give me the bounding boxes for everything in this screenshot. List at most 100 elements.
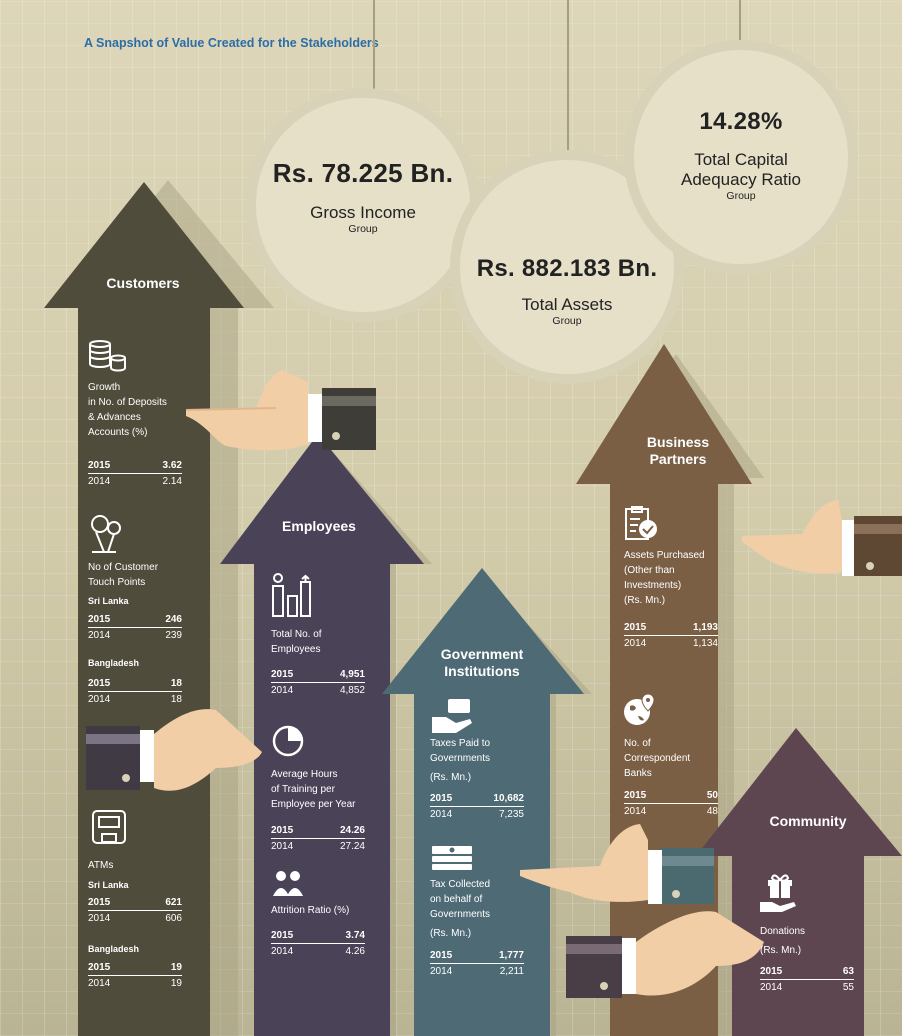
page-title: A Snapshot of Value Created for the Stak… [84, 36, 379, 50]
stat-value: 48 [706, 806, 718, 817]
employees-icon [272, 573, 311, 617]
year-label: 2015 [271, 825, 294, 836]
training-label-line: Average Hours [271, 769, 338, 780]
year-label: 2015 [88, 897, 111, 908]
training-label-line: of Training per [271, 784, 335, 795]
assets-label-line: Investments) [624, 580, 682, 591]
car-label-2: Adequacy Ratio [680, 170, 802, 189]
government-title: Government Institutions [414, 646, 550, 680]
gross-income-sub: Group [348, 223, 378, 235]
training-label-line: Employee per Year [271, 799, 356, 810]
total-assets-value: Rs. 882.183 Bn. [476, 255, 658, 282]
year-label: 2014 [271, 841, 294, 852]
atms-label: ATMs [88, 860, 114, 871]
car-sub: Group [726, 190, 756, 202]
touch-label-line: Touch Points [88, 577, 146, 588]
correspondent-banks-label: No. of Correspondent Banks [624, 736, 690, 781]
donations-stats: 2015 63 2014 55 [760, 964, 854, 995]
assets-label-line: (Rs. Mn.) [624, 595, 666, 606]
deposits-label: Growth in No. of Deposits & Advances Acc… [88, 380, 167, 440]
year-label: 2015 [430, 950, 453, 961]
deposits-label-line: Growth [88, 382, 121, 393]
stat-value: 246 [165, 614, 182, 625]
stat-value: 63 [842, 966, 854, 977]
hand-money-icon [432, 699, 472, 733]
stat-value: 3.74 [345, 930, 365, 941]
gross-income-bubble: Rs. 78.225 Bn. Gross Income Group [246, 88, 480, 322]
year-label: 2015 [88, 460, 111, 471]
year-label: 2014 [430, 809, 453, 820]
checklist-icon [625, 506, 657, 540]
stat-value: 4,951 [339, 669, 365, 680]
car-value: 14.28% [699, 108, 783, 135]
employees-arrow [220, 434, 424, 1036]
year-label: 2015 [624, 790, 647, 801]
taxes-label-line: (Rs. Mn.) [430, 772, 472, 783]
year-label: 2015 [271, 930, 294, 941]
clock-icon [272, 725, 304, 757]
assets-purchased-label: Assets Purchased (Other than Investments… [624, 548, 705, 608]
collected-label-line: Governments [430, 909, 491, 920]
year-label: 2015 [760, 966, 783, 977]
year-label: 2014 [88, 630, 111, 641]
training-label: Average Hours of Training per Employee p… [271, 767, 356, 812]
deposits-label-line: Accounts (%) [88, 427, 148, 438]
gross-income-label: Gross Income [310, 203, 416, 222]
bubble-string [567, 0, 569, 160]
people-icon [273, 871, 303, 896]
stat-value: 10,682 [493, 793, 524, 804]
cash-stack-icon [432, 846, 472, 870]
attrition-label: Attrition Ratio (%) [271, 905, 350, 916]
touch-points-label: No of Customer Touch Points [88, 560, 158, 590]
bubble-string [373, 0, 375, 95]
stat-value: 55 [842, 982, 854, 993]
year-label: 2014 [760, 982, 783, 993]
taxes-label-line: Governments [430, 753, 491, 764]
year-label: 2015 [88, 678, 111, 689]
hand-wallet-icon [186, 370, 376, 451]
customers-title: Customers [106, 275, 180, 291]
year-label: 2015 [88, 614, 111, 625]
year-label: 2014 [88, 913, 111, 924]
taxes-paid-stats: 2015 10,682 2014 7,235 [430, 791, 524, 822]
touch-bangladesh-label: Bangladesh [88, 658, 140, 668]
gross-income-value: Rs. 78.225 Bn. [272, 158, 454, 188]
donations-label-line: Donations [760, 926, 806, 937]
stat-value: 606 [165, 913, 182, 924]
bubble-string [739, 0, 741, 50]
deposits-label-line: in No. of Deposits [88, 397, 167, 408]
total-assets-label: Total Assets [521, 295, 613, 314]
year-label: 2015 [88, 962, 111, 973]
stat-value: 18 [170, 694, 182, 705]
stat-value: 7,235 [498, 809, 524, 820]
stat-value: 2,211 [499, 966, 524, 977]
touch-sri-lanka-label: Sri Lanka [88, 596, 129, 606]
globe-pin-icon [624, 693, 655, 725]
stat-value: 621 [165, 897, 182, 908]
tax-collected-label: Tax Collected on behalf of Governments (… [430, 877, 490, 941]
atms-bangladesh-stats: 2015 19 2014 19 [88, 960, 182, 991]
banks-label-line: Banks [624, 768, 652, 779]
year-label: 2015 [271, 669, 294, 680]
employees-label-line: Employees [271, 644, 321, 655]
atms-sri-lanka-stats: 2015 621 2014 606 [88, 895, 182, 926]
assets-label-line: (Other than [624, 565, 675, 576]
car-label-1: Total Capital [694, 150, 788, 169]
government-arrow [382, 568, 584, 1036]
stat-value: 4,852 [339, 685, 365, 696]
year-label: 2014 [430, 966, 453, 977]
stat-value: 2.14 [162, 476, 182, 487]
year-label: 2014 [624, 806, 647, 817]
year-label: 2015 [430, 793, 453, 804]
government-title-1: Government [440, 646, 524, 662]
taxes-label-line: Taxes Paid to [430, 738, 491, 749]
government-title-2: Institutions [444, 663, 520, 679]
year-label: 2014 [88, 476, 111, 487]
banks-label-line: No. of [624, 738, 651, 749]
hand-wallet-icon [566, 911, 764, 998]
stat-value: 1,777 [498, 950, 524, 961]
collected-label-line: Tax Collected [430, 879, 491, 890]
community-title: Community [769, 813, 847, 829]
year-label: 2014 [88, 978, 111, 989]
